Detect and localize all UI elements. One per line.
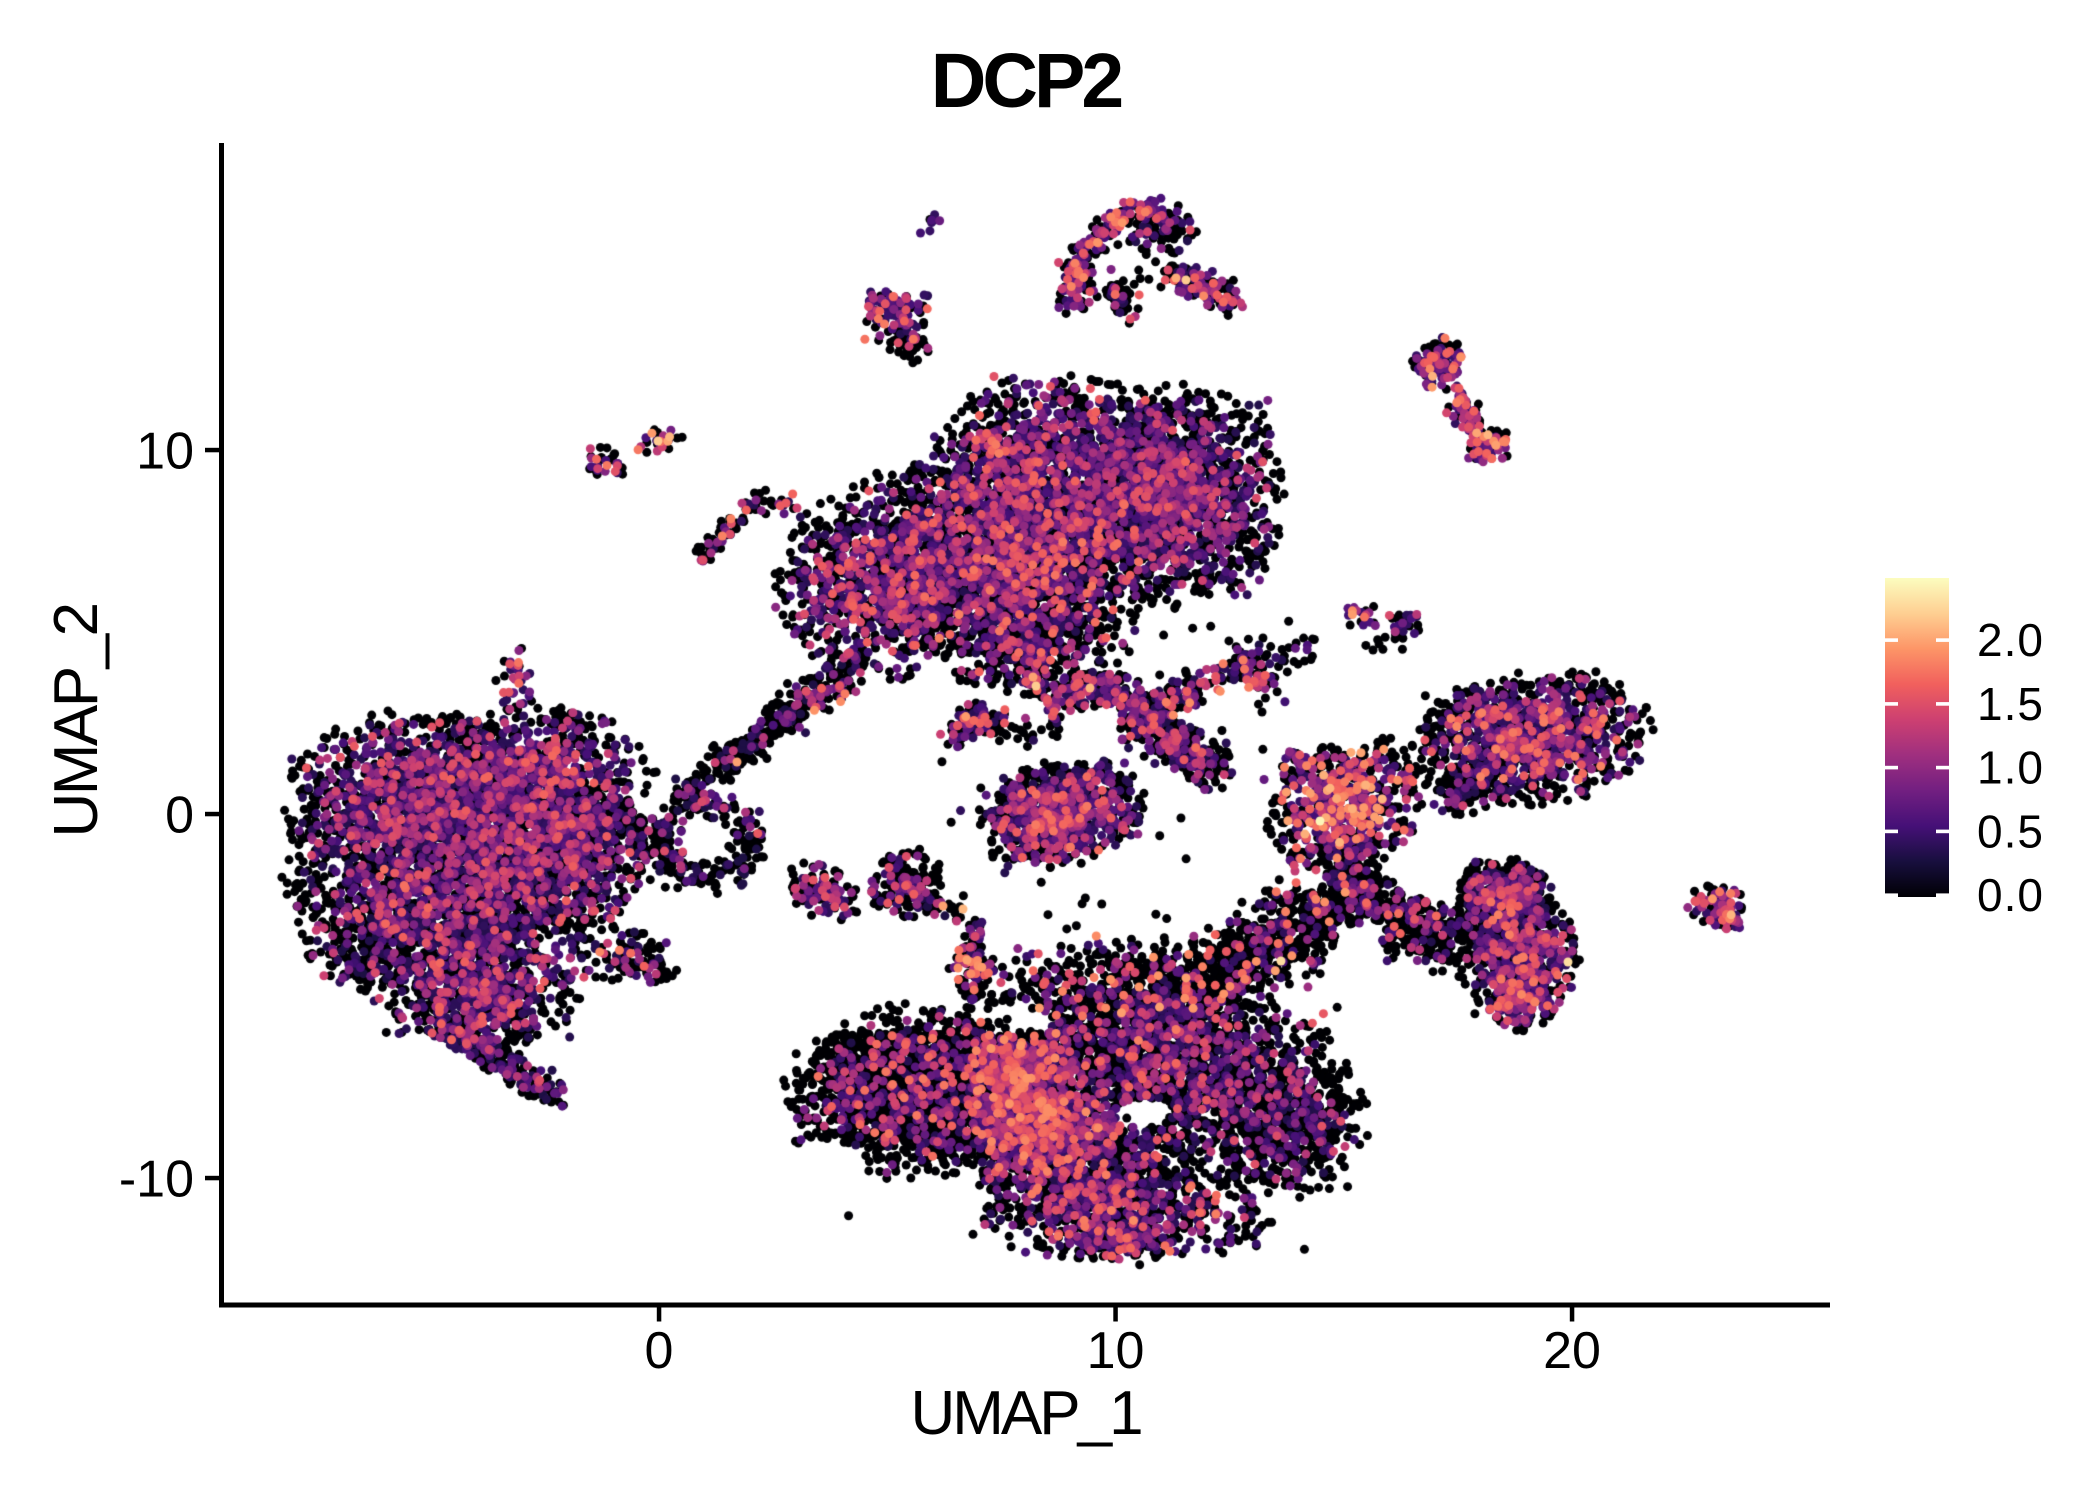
svg-text:-10: -10	[119, 1151, 194, 1209]
svg-text:20: 20	[1543, 1322, 1601, 1380]
svg-text:UMAP_1: UMAP_1	[910, 1379, 1141, 1448]
svg-text:2.0: 2.0	[1977, 614, 2044, 666]
svg-text:0.5: 0.5	[1977, 805, 2044, 857]
svg-text:1.5: 1.5	[1977, 678, 2044, 730]
svg-text:0.0: 0.0	[1977, 869, 2044, 921]
svg-text:0: 0	[165, 787, 194, 845]
svg-text:DCP2: DCP2	[931, 38, 1122, 124]
svg-text:UMAP_2: UMAP_2	[42, 604, 111, 837]
svg-text:10: 10	[136, 423, 194, 481]
svg-text:0: 0	[645, 1322, 674, 1380]
svg-text:1.0: 1.0	[1977, 742, 2044, 794]
svg-text:10: 10	[1087, 1322, 1145, 1380]
